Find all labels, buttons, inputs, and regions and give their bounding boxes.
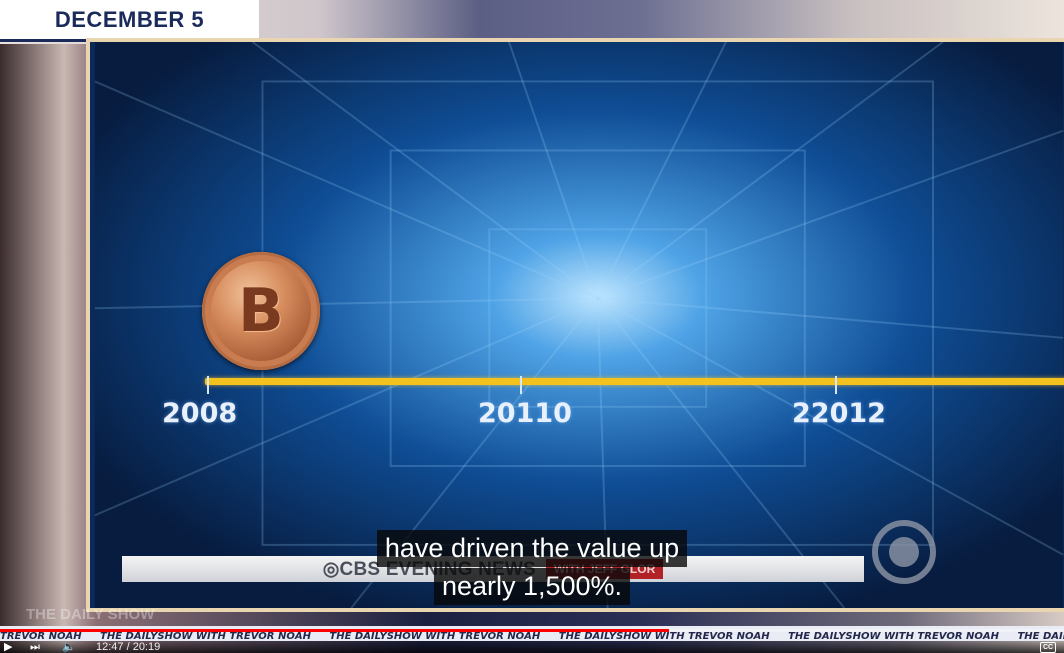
- ticker-item: THE DAILYSHOW WITH TREVOR NOAH: [558, 631, 770, 641]
- ticker-item: THE DAILYSHOW WITH TREVOR NOAH: [329, 631, 541, 641]
- timeline-tick: [835, 376, 837, 394]
- date-banner: DECEMBER 5: [0, 0, 259, 42]
- closed-captions-button[interactable]: CC: [1040, 642, 1056, 653]
- ticker-item: TREVOR NOAH: [0, 631, 82, 641]
- caption-line-2-box: nearly 1,500%.: [0, 568, 1064, 605]
- year-label-2010: 20110: [478, 398, 572, 429]
- player-controls: ▶ ⏭ 🔈 12:47 / 20:19 CC: [0, 641, 1064, 653]
- caption-line-2: nearly 1,500%.: [433, 568, 631, 605]
- play-icon[interactable]: ▶: [4, 640, 13, 653]
- year-label-2008: 2008: [162, 398, 238, 429]
- caption-line-1: have driven the value up: [376, 530, 688, 567]
- progress-bar-played: [0, 629, 670, 632]
- bitcoin-coin-icon: B: [202, 252, 320, 370]
- daily-show-logo: THE DAILY SHOW: [26, 606, 155, 623]
- volume-icon[interactable]: 🔈: [62, 640, 76, 653]
- broadcast-screen: B 2008 20110 22012 ◎CBS EVENING NEWS WIT…: [86, 38, 1064, 612]
- timeline-tick: [207, 376, 209, 394]
- timeline-line: [205, 378, 1064, 385]
- timeline-tick: [520, 376, 522, 394]
- year-label-2012: 22012: [792, 398, 886, 429]
- ticker-item: THE DAILYSHOW WITH TREVOR NOAH: [1017, 631, 1064, 641]
- date-text: DECEMBER 5: [54, 6, 205, 32]
- ticker-item: THE DAILYSHOW WITH TREVOR NOAH: [100, 631, 311, 641]
- progress-bar[interactable]: [0, 629, 1064, 632]
- next-icon[interactable]: ⏭: [30, 640, 40, 653]
- bitcoin-symbol: B: [238, 276, 284, 346]
- caption-line-1-box: have driven the value up: [0, 530, 1064, 567]
- cbs-eye-logo: [872, 520, 936, 584]
- ticker-item: THE DAILYSHOW WITH TREVOR NOAH: [788, 631, 1000, 641]
- time-display: 12:47 / 20:19: [96, 641, 161, 653]
